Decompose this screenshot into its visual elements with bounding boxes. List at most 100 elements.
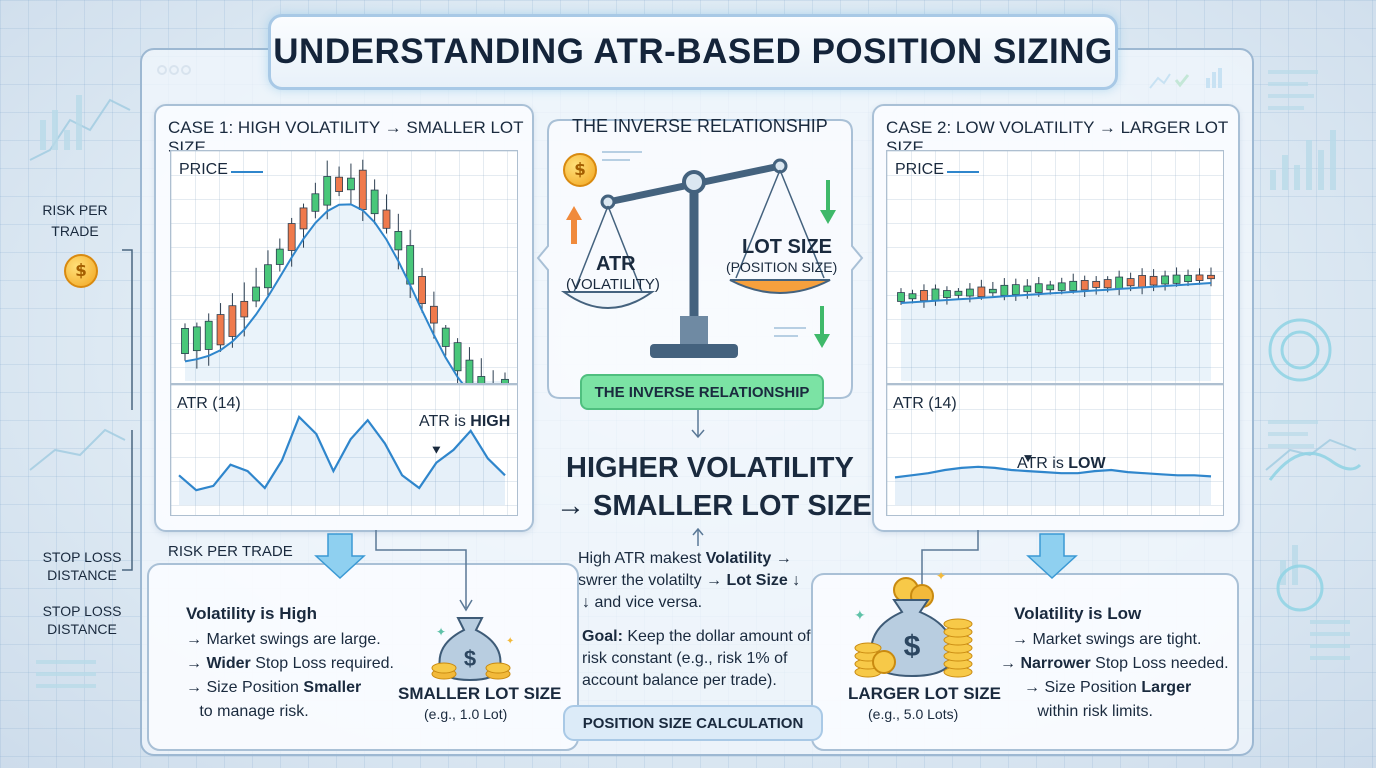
case1-bullet: → Wider Stop Loss required.: [186, 652, 394, 676]
explain-1-post: →: [771, 550, 792, 567]
candle-body: [954, 290, 963, 296]
middle-scale-panel: [536, 119, 864, 399]
case1-price-chart: PRICE: [170, 150, 518, 384]
candle-body: [335, 176, 343, 192]
candle-body: [908, 293, 917, 300]
sidebar-stop-line-1: STOP LOSS: [42, 549, 122, 565]
case1-bullet-2-pre: → Size Position: [186, 679, 304, 696]
case1-lot-title: SMALLER LOT SIZE: [398, 684, 562, 703]
candle-body: [931, 288, 940, 301]
candle-body: [1115, 276, 1124, 290]
sidebar-risk-line-2: TRADE: [51, 223, 99, 239]
case2-bullet-1-post: Stop Loss needed.: [1090, 655, 1229, 672]
candle-body: [240, 300, 249, 318]
candle-body: [311, 193, 320, 212]
case2-lot-title: LARGER LOT SIZE: [848, 684, 1001, 703]
case1-panel: CASE 1: HIGH VOLATILITY → SMALLER LOT SI…: [154, 104, 534, 532]
candle-body: [1126, 278, 1135, 287]
sidebar-risk-line-1: RISK PER: [42, 202, 108, 218]
sidebar-stop-loss-2: STOP LOSS DISTANCE: [30, 602, 134, 638]
sidebar-stop2-line-2: DISTANCE: [47, 621, 117, 637]
candle-body: [988, 288, 997, 294]
candle-body: [477, 376, 486, 383]
case2-bullet-1-pre: →: [1000, 655, 1021, 672]
candle-body: [1011, 284, 1020, 295]
candle-body: [1057, 282, 1066, 291]
case2-heading: Volatility is Low: [1014, 604, 1142, 623]
sidebar-stop-line-2: DISTANCE: [47, 567, 117, 583]
case1-bullets: → Market swings are large. → Wider Stop …: [186, 628, 394, 724]
case2-bullet: → Narrower Stop Loss needed.: [1000, 652, 1229, 676]
case2-bullet: within risk limits.: [1000, 700, 1229, 724]
middle-coin-symbol: $: [574, 160, 586, 180]
case1-bullet: to manage risk.: [186, 700, 394, 724]
candle-body: [370, 189, 379, 215]
case2-bullet-0-pre: → Market swings are tight.: [1012, 631, 1202, 648]
title-banner: UNDERSTANDING ATR-BASED POSITION SIZING: [268, 14, 1118, 90]
case2-price-legend-line: [947, 171, 979, 173]
candle-body: [1103, 279, 1112, 289]
svg-text:✦: ✦: [936, 569, 946, 583]
case2-bullet-3-pre: within risk limits.: [1024, 703, 1153, 720]
case1-atr-note: ATR is HIGH: [419, 413, 510, 431]
case2-atr-series-line: [894, 465, 1212, 479]
candle-body: [1138, 275, 1147, 288]
candle-body: [453, 342, 462, 372]
sidebar-coin-icon: $: [64, 254, 98, 288]
case1-atr-area: [179, 417, 505, 505]
goal-line-2: risk constant (e.g., risk 1% of: [582, 650, 788, 667]
explain-1-bold: Volatility: [705, 550, 772, 567]
inverse-relationship-badge: THE INVERSE RELATIONSHIP: [580, 374, 824, 410]
candle-body: [501, 378, 509, 383]
moving-average-area: [185, 204, 505, 383]
case1-price-legend-line: [231, 171, 263, 173]
candle-body: [429, 305, 438, 324]
sidebar-bracket-lines: [122, 249, 133, 571]
case1-atr-series-line: [178, 415, 506, 492]
candle-body: [1207, 274, 1215, 280]
candle-body: [287, 223, 296, 251]
candle-body: [1092, 280, 1101, 288]
candle-body: [1000, 284, 1009, 296]
candle-body: [1034, 283, 1043, 293]
candle-body: [465, 359, 474, 383]
candle-body: [323, 176, 332, 206]
lot-pan-label: LOT SIZE: [742, 236, 832, 258]
explain-line-2: swrer the volatilty → Lot Size ↓: [578, 572, 800, 590]
candle-body: [228, 305, 237, 337]
coin-symbol: $: [75, 261, 87, 281]
goal-bold: Goal:: [582, 628, 623, 645]
moving-average-line: [184, 203, 464, 383]
goal-line-3: account balance per trade).: [582, 672, 777, 689]
explain-1-pre: High ATR makest: [578, 550, 706, 567]
case1-bullet: → Market swings are large.: [186, 628, 394, 652]
case2-atr-pointer: [1024, 455, 1033, 463]
sidebar-stop2-line-1: STOP LOSS: [42, 603, 122, 619]
case2-money-bag-icon: $ ✦ ✦: [854, 569, 973, 678]
case2-atr-line: [894, 455, 1212, 505]
candle-body: [977, 286, 986, 298]
explain-2-post: ↓: [787, 572, 801, 589]
goal-line-1: Goal: Keep the dollar amount of: [582, 628, 811, 646]
atr-pan-label: ATR: [596, 253, 636, 275]
candle-body: [1195, 274, 1204, 281]
case2-bullets: → Market swings are tight. → Narrower St…: [1000, 628, 1229, 724]
middle-coin-icon: $: [563, 153, 597, 187]
candle-body: [264, 264, 272, 289]
svg-text:$: $: [464, 646, 476, 671]
lot-pan-sublabel: (POSITION SIZE): [726, 259, 838, 275]
case2-lot-example: (e.g., 5.0 Lots): [868, 706, 959, 722]
candle-body: [347, 177, 355, 191]
case1-atr-note-prefix: ATR is: [419, 413, 471, 430]
case2-bullet: → Size Position Larger: [1000, 676, 1229, 700]
candle-body: [252, 286, 261, 302]
case1-money-bag-icon: $ ✦ ✦: [431, 617, 514, 682]
moving-average-area: [901, 283, 1211, 381]
headline-line-1: HIGHER VOLATILITY: [566, 452, 854, 484]
case1-risk-label: RISK PER TRADE: [168, 543, 293, 560]
sidebar-stop-loss-1: STOP LOSS DISTANCE: [30, 548, 134, 584]
candle-body: [418, 276, 426, 305]
position-size-calculation-badge: POSITION SIZE CALCULATION: [582, 714, 804, 732]
case2-price-label: PRICE: [895, 161, 944, 178]
case2-price-chart: PRICE: [886, 150, 1224, 384]
